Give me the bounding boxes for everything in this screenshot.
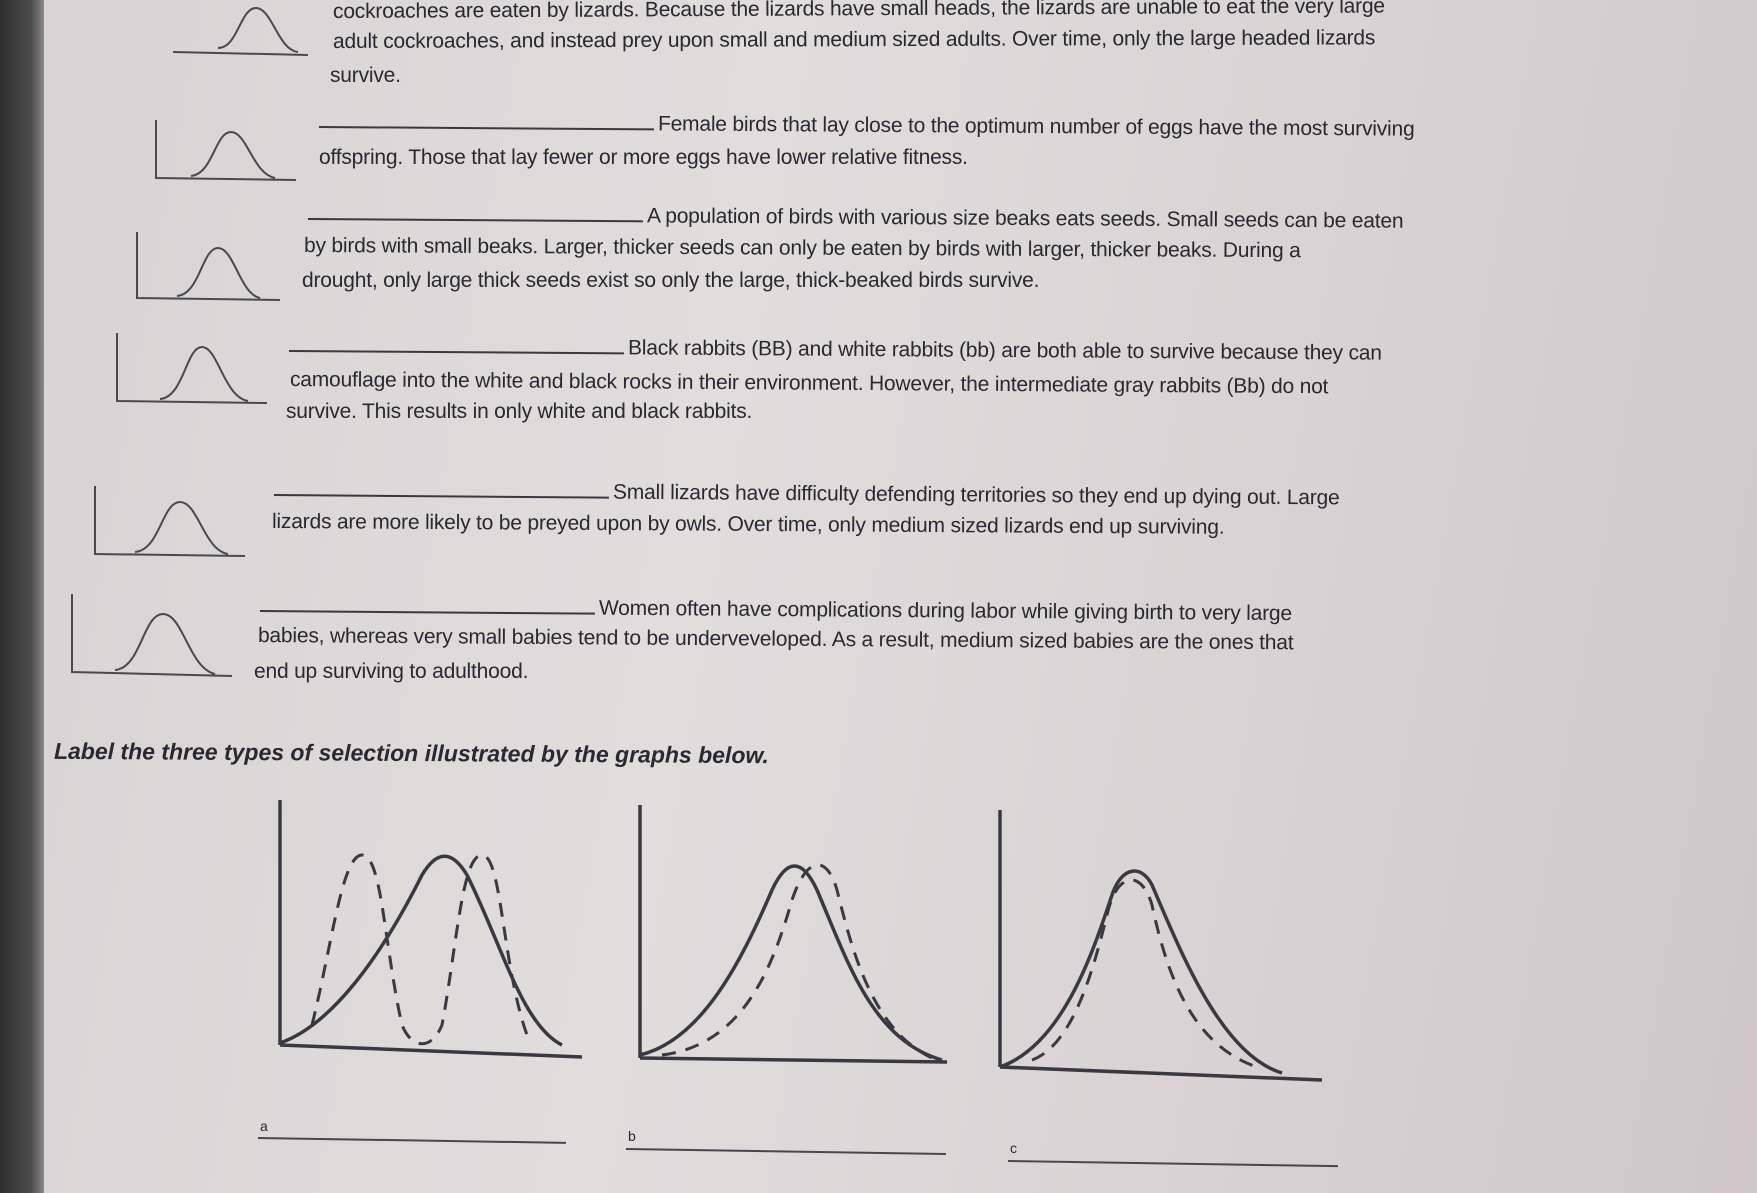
graph-a-label: a bbox=[260, 1118, 268, 1134]
answer-blank-4[interactable] bbox=[288, 332, 625, 355]
graph-b-directional bbox=[638, 805, 948, 1064]
question-3-line-3: drought, only large thick seeds exist so… bbox=[302, 269, 1040, 292]
question-6-line-3: end up surviving to adulthood. bbox=[254, 660, 529, 683]
x-axis bbox=[639, 1056, 948, 1064]
question-5-line-2: lizards are more likely to be preyed upo… bbox=[271, 510, 1225, 539]
bell-curve-sketch-icon bbox=[116, 333, 268, 404]
answer-blank-6[interactable] bbox=[259, 592, 596, 615]
answer-blank-2[interactable] bbox=[318, 108, 655, 131]
x-axis bbox=[999, 1065, 1323, 1082]
question-6-line-1: Women often have complications during la… bbox=[259, 592, 1293, 626]
graph-c-stabilizing bbox=[998, 810, 1323, 1082]
question-1-line-1: cockroaches are eaten by lizards. Becaus… bbox=[332, 0, 1385, 23]
original-curve bbox=[999, 869, 1283, 1075]
graph-a-disruptive bbox=[278, 800, 583, 1059]
graph-a-answer-line[interactable] bbox=[257, 1137, 566, 1144]
answer-blank-3[interactable] bbox=[307, 200, 644, 223]
selected-curve bbox=[310, 853, 529, 1046]
graph-c-label: c bbox=[1010, 1140, 1017, 1156]
graph-b-answer-line[interactable] bbox=[625, 1148, 946, 1156]
question-2-line-1: Female birds that lay close to the optim… bbox=[318, 108, 1415, 142]
question-5-text: Small lizards have difficulty defending … bbox=[612, 480, 1340, 510]
question-1-line-3: survive. bbox=[330, 64, 401, 87]
bell-curve-sketch-icon bbox=[94, 486, 246, 557]
bell-curve-sketch-icon bbox=[172, 6, 309, 56]
question-4-line-1: Black rabbits (BB) and white rabbits (bb… bbox=[288, 332, 1382, 366]
question-3-line-1: A population of birds with various size … bbox=[307, 200, 1404, 234]
question-4-text: Black rabbits (BB) and white rabbits (bb… bbox=[627, 336, 1382, 365]
bell-curve-sketch-icon bbox=[71, 594, 233, 677]
instruction-heading: Label the three types of selection illus… bbox=[53, 737, 769, 769]
question-4-line-2: camouflage into the white and black rock… bbox=[289, 368, 1329, 399]
original-curve bbox=[639, 864, 943, 1062]
photo-dark-edge bbox=[0, 0, 44, 1193]
question-1-line-2: adult cockroaches, and instead prey upon… bbox=[332, 26, 1376, 53]
original-curve bbox=[279, 854, 563, 1047]
graph-b-label: b bbox=[628, 1128, 636, 1144]
answer-blank-5[interactable] bbox=[273, 476, 610, 499]
question-2-text: Female birds that lay close to the optim… bbox=[657, 112, 1415, 141]
question-3-line-2: by birds with small beaks. Larger, thick… bbox=[303, 234, 1301, 263]
bell-curve-sketch-icon bbox=[136, 232, 281, 301]
bell-curve-sketch-icon bbox=[155, 120, 297, 181]
graph-c-answer-line[interactable] bbox=[1007, 1160, 1338, 1168]
question-3-text: A population of birds with various size … bbox=[646, 204, 1404, 233]
question-6-text: Women often have complications during la… bbox=[598, 596, 1293, 626]
narrowed-curve bbox=[1031, 878, 1258, 1069]
question-5-line-1: Small lizards have difficulty defending … bbox=[273, 476, 1340, 510]
x-axis bbox=[279, 1043, 583, 1059]
question-6-line-2: babies, whereas very small babies tend t… bbox=[257, 624, 1294, 655]
question-2-line-2: offspring. Those that lay fewer or more … bbox=[319, 146, 968, 169]
question-4-line-3: survive. This results in only white and … bbox=[286, 400, 753, 423]
